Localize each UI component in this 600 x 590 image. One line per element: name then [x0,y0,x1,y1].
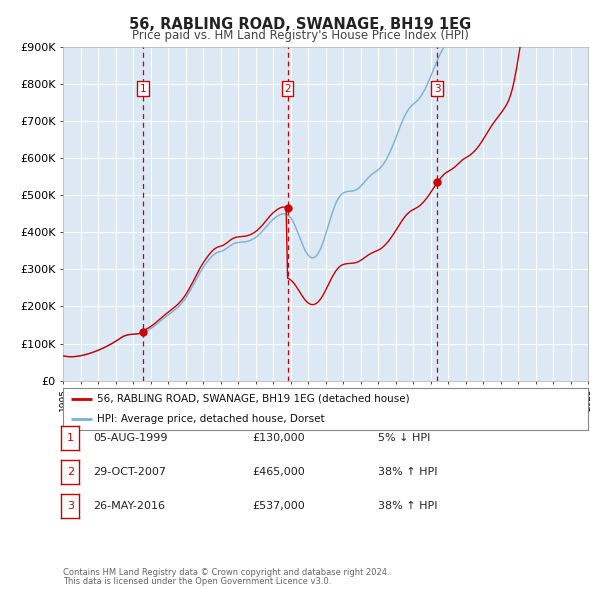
Text: £465,000: £465,000 [252,467,305,477]
Text: 3: 3 [67,502,74,511]
Text: 1: 1 [67,433,74,442]
Text: 56, RABLING ROAD, SWANAGE, BH19 1EG (detached house): 56, RABLING ROAD, SWANAGE, BH19 1EG (det… [97,394,410,404]
Text: 38% ↑ HPI: 38% ↑ HPI [378,467,437,477]
Text: This data is licensed under the Open Government Licence v3.0.: This data is licensed under the Open Gov… [63,578,331,586]
Text: 2: 2 [284,84,291,94]
Text: HPI: Average price, detached house, Dorset: HPI: Average price, detached house, Dors… [97,414,325,424]
Text: 26-MAY-2016: 26-MAY-2016 [93,502,165,511]
Text: 05-AUG-1999: 05-AUG-1999 [93,433,167,442]
Text: 5% ↓ HPI: 5% ↓ HPI [378,433,430,442]
Text: 29-OCT-2007: 29-OCT-2007 [93,467,166,477]
Text: £130,000: £130,000 [252,433,305,442]
Text: 3: 3 [434,84,440,94]
Text: 2: 2 [67,467,74,477]
Text: 38% ↑ HPI: 38% ↑ HPI [378,502,437,511]
Text: Contains HM Land Registry data © Crown copyright and database right 2024.: Contains HM Land Registry data © Crown c… [63,568,389,577]
Text: 56, RABLING ROAD, SWANAGE, BH19 1EG: 56, RABLING ROAD, SWANAGE, BH19 1EG [129,17,471,31]
Text: Price paid vs. HM Land Registry's House Price Index (HPI): Price paid vs. HM Land Registry's House … [131,30,469,42]
Text: 1: 1 [140,84,146,94]
Text: £537,000: £537,000 [252,502,305,511]
